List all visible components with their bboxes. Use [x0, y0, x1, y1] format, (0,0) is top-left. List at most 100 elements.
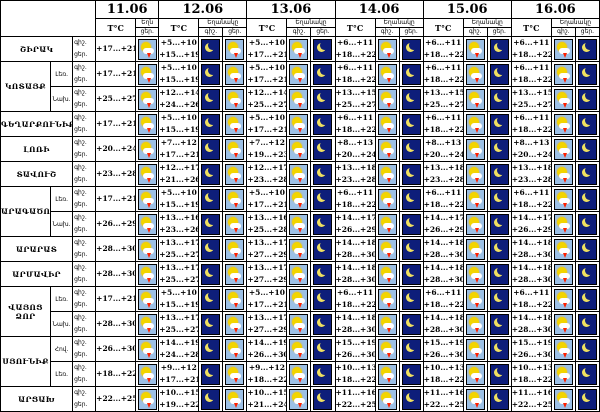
sun-cloud-storm-icon: [377, 213, 397, 235]
sun-cloud-storm-icon: [465, 338, 485, 360]
sun-cloud-storm-icon: [377, 313, 397, 335]
sun-cloud-storm-icon: [289, 213, 309, 235]
temperature-cell: +10...+13 +18...+22: [334, 361, 376, 387]
weather-icon-cell: [550, 211, 576, 237]
temperature-value: +26...+29: [335, 225, 375, 234]
moon-icon: [313, 188, 333, 210]
period-label: ցեր.: [74, 176, 88, 183]
temperature-cell: +9...+12 +17...+21: [158, 361, 200, 387]
temperature-value: +6...+11: [425, 63, 462, 72]
weather-icon-cell: [374, 236, 400, 262]
temperature-cell: +5...+10 +15...+19: [158, 36, 200, 62]
weather-icon-cell: [398, 336, 424, 362]
weather-icon-cell: [574, 36, 600, 62]
weather-icon-cell: [286, 186, 312, 212]
weather-header: Եղն: [135, 18, 160, 28]
weather-icon-cell: [310, 286, 336, 312]
temperature-value: +28...+30: [423, 325, 463, 334]
weather-icon-cell: [198, 361, 224, 387]
date-header-row: 11.06 12.06 13.06 14.06 15.06 16.06: [0, 0, 600, 37]
sun-cloud-storm-icon: [465, 38, 485, 60]
temperature-cell: +6...+11 +18...+22: [334, 111, 376, 137]
moon-icon: [313, 238, 333, 260]
sun-cloud-storm-icon: [289, 113, 309, 135]
weather-icon-cell: [310, 36, 336, 62]
day-night-labels: գիշ. ցեր.: [72, 361, 97, 387]
region-row: ԼՈՌԻ գիշ. ցեր. +20...+24 +7...+12 +17...+21 +7…: [0, 136, 600, 162]
period-label: ցեր.: [74, 76, 88, 83]
temperature-value: +28...+30: [335, 250, 375, 259]
period-label: ցեր.: [74, 301, 88, 308]
weather-icon-cell: [398, 111, 424, 137]
temperature-value: +15...+19: [159, 300, 199, 309]
sun-cloud-storm-icon: [225, 288, 245, 310]
sun-cloud-storm-icon: [553, 113, 573, 135]
temperature-cell: +17...+21: [95, 61, 137, 87]
date-header: 14.06: [334, 0, 424, 19]
temperature-value: +11...+16: [335, 388, 375, 397]
temperature-value: +14...+18: [423, 313, 463, 322]
temperature-value: +26...+30: [247, 350, 287, 359]
temperature-value: +14...+17: [423, 213, 463, 222]
weather-icon-cell: [374, 211, 400, 237]
moon-icon: [401, 188, 421, 210]
temperature-cell: +14...+17 +26...+29: [334, 211, 376, 237]
weather-icon-cell: [398, 311, 424, 337]
day-night-labels: գիշ. ցեր.: [72, 236, 97, 262]
moon-icon: [577, 388, 597, 410]
weather-icon-cell: [550, 36, 576, 62]
weather-icon-cell: [574, 211, 600, 237]
temperature-value: +19...+23: [247, 150, 287, 159]
temperature-value: +6...+11: [513, 188, 550, 197]
temperature-cell: +6...+11 +18...+22: [334, 186, 376, 212]
temperature-value: +26...+30: [96, 344, 136, 353]
moon-icon: [201, 238, 221, 260]
sun-cloud-storm-icon: [465, 163, 485, 185]
day-night-labels: գիշ. ցեր.: [72, 61, 97, 87]
temperature-value: +13...+15: [335, 88, 375, 97]
weather-icon-cell: [222, 361, 248, 387]
weather-icon-cell: [310, 211, 336, 237]
day-night-labels: գիշ. ցեր.: [72, 136, 97, 162]
weather-icon-cell: [135, 311, 160, 337]
temperature-value: +10...+15: [247, 388, 287, 397]
temperature-value: +22...+25: [423, 400, 463, 409]
sub-region-label: Նախ.: [50, 211, 74, 237]
sun-cloud-storm-icon: [137, 88, 157, 110]
weather-icon-cell: [374, 286, 400, 312]
temperature-cell: +12...+17 +21...+26: [158, 161, 200, 187]
weather-icon-cell: [374, 336, 400, 362]
sun-cloud-storm-icon: [289, 263, 309, 285]
temperature-value: +5...+10: [160, 63, 197, 72]
weather-icon-cell: [462, 286, 488, 312]
temperature-value: +28...+30: [511, 250, 551, 259]
sun-cloud-storm-icon: [465, 238, 485, 260]
temperature-cell: +6...+11 +18...+22: [510, 36, 552, 62]
weather-header: Եղանակը: [198, 18, 248, 28]
day-header: ցեր.: [310, 27, 336, 37]
period-label: ցեր.: [74, 101, 88, 108]
temperature-value: +26...+30: [423, 350, 463, 359]
moon-icon: [489, 263, 509, 285]
subheader-row: T°C Եղն T°C Եղանակը T°C Եղանակը T°C Եղանակը T°C Ե…: [1, 18, 600, 37]
temperature-value: +18...+22: [335, 125, 375, 134]
weather-icon-cell: [198, 36, 224, 62]
temperature-value: +23...+28: [96, 169, 136, 178]
region-row: ՏԱՎՈՒՇ գիշ. ցեր. +23...+28 +12...+17 +21...+2…: [0, 161, 600, 187]
temperature-value: +14...+19: [159, 338, 199, 347]
sun-cloud-storm-icon: [465, 363, 485, 385]
moon-icon: [577, 238, 597, 260]
temperature-cell: +14...+19 +24...+28: [158, 336, 200, 362]
temperature-value: +15...+19: [511, 338, 551, 347]
temperature-cell: +5...+10 +17...+21: [246, 36, 288, 62]
temperature-value: +20...+24: [96, 144, 136, 153]
moon-icon: [489, 88, 509, 110]
temperature-cell: +13...+17 +27...+29: [246, 311, 288, 337]
moon-icon: [201, 163, 221, 185]
weather-icon-cell: [222, 136, 248, 162]
sun-cloud-storm-icon: [137, 38, 157, 60]
moon-icon: [577, 338, 597, 360]
temperature-value: +25...+27: [511, 100, 551, 109]
weather-icon-cell: [374, 61, 400, 87]
